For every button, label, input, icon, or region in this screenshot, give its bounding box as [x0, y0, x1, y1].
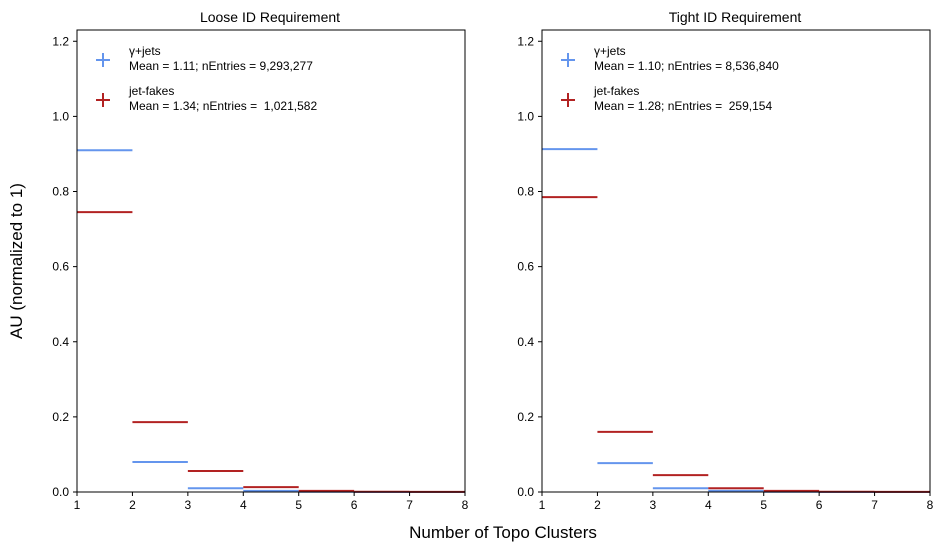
y-tick-label: 0.4 [52, 335, 69, 349]
axes-frame [76, 29, 466, 493]
x-tick-label: 4 [240, 498, 247, 512]
x-tick-label: 5 [760, 498, 767, 512]
legend-series-detail: Mean = 1.11; nEntries = 9,293,277 [129, 59, 313, 73]
x-tick-label: 1 [539, 498, 546, 512]
x-tick-label: 8 [927, 498, 934, 512]
y-tick-label: 1.2 [517, 34, 534, 48]
y-tick-label: 1.0 [52, 109, 69, 123]
y-tick-label: 0.6 [52, 260, 69, 274]
x-tick-label: 7 [871, 498, 878, 512]
x-tick-label: 5 [295, 498, 302, 512]
y-tick-label: 0.2 [52, 410, 69, 424]
panel-title-loose: Loose ID Requirement [200, 9, 340, 25]
panel-tight: Tight ID Requirement 1 2 3 4 5 6 7 8 0.0 0.2 0.4 0.… [517, 9, 933, 512]
x-tick-label: 6 [351, 498, 358, 512]
y-tick-label: 0.4 [517, 335, 534, 349]
y-tick-label: 0.8 [52, 185, 69, 199]
y-tick-label: 0.2 [517, 410, 534, 424]
legend-series-detail: Mean = 1.28; nEntries = 259,154 [594, 99, 772, 113]
panel-loose: Loose ID Requirement 1 2 3 4 5 6 7 8 0.0 0.2 0.4 0.… [52, 9, 468, 512]
legend-series-detail: Mean = 1.10; nEntries = 8,536,840 [594, 59, 779, 73]
legend-series-name: γ+jets [129, 44, 161, 58]
y-tick-label: 1.0 [517, 109, 534, 123]
y-tick-label: 0.0 [52, 485, 69, 499]
x-tick-label: 2 [594, 498, 601, 512]
plot-area-tight: 1 2 3 4 5 6 7 80.00.20.40.60.81.01.2γ+jetsMean … [517, 29, 934, 512]
y-axis-label: AU (normalized to 1) [7, 183, 26, 339]
x-tick-label: 3 [650, 498, 657, 512]
y-tick-label: 1.2 [52, 34, 69, 48]
legend-series-name: γ+jets [594, 44, 626, 58]
x-tick-label: 3 [185, 498, 192, 512]
y-tick-label: 0.6 [517, 260, 534, 274]
y-tick-label: 0.8 [517, 185, 534, 199]
x-tick-label: 1 [74, 498, 81, 512]
x-axis-label: Number of Topo Clusters [409, 523, 597, 542]
x-tick-label: 2 [129, 498, 136, 512]
x-tick-label: 4 [705, 498, 712, 512]
axes-frame [541, 29, 931, 493]
panel-title-tight: Tight ID Requirement [669, 9, 802, 25]
y-tick-label: 0.0 [517, 485, 534, 499]
plot-area-loose: 1 2 3 4 5 6 7 80.00.20.40.60.81.01.2γ+jetsMean … [52, 29, 469, 512]
x-tick-label: 7 [406, 498, 413, 512]
legend-series-name: jet-fakes [593, 84, 639, 98]
legend-series-detail: Mean = 1.34; nEntries = 1,021,582 [129, 99, 317, 113]
x-tick-label: 6 [816, 498, 823, 512]
legend-series-name: jet-fakes [128, 84, 174, 98]
x-tick-label: 8 [462, 498, 469, 512]
